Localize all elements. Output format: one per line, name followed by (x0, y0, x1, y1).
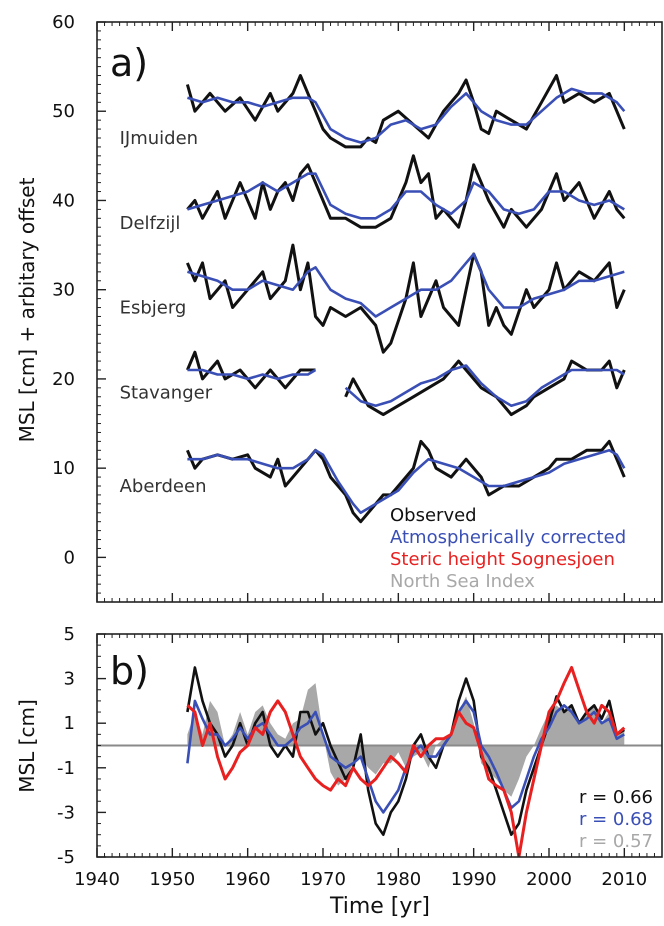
y-tick-label-b: 3 (64, 669, 75, 690)
y-tick-label-a: 20 (52, 369, 75, 390)
legend-atmospherically-corrected: Atmospherically corrected (390, 527, 626, 548)
y-tick-label-a: 50 (52, 101, 75, 122)
x-tick-label: 1980 (375, 869, 421, 890)
panel-a-ylabel: MSL [cm] + arbitary offset (15, 177, 39, 442)
correlation-observed: r = 0.66 (579, 787, 653, 808)
y-tick-label-a: 40 (52, 190, 75, 211)
legend-steric-height: Steric height Sognesjoen (390, 549, 615, 570)
series-observed-esbjerg (186, 243, 626, 354)
panel-b-ylabel: MSL [cm] (15, 699, 39, 793)
panel-a: 0 10 20 30 40 50 60 IJmuiden Delfzijl Esbjerg Sta… (15, 12, 663, 603)
x-tick-label: 2010 (601, 869, 647, 890)
x-tick-label: 2000 (526, 869, 572, 890)
station-label-ijmuiden: IJmuiden (120, 128, 198, 149)
panel-b-series (97, 666, 662, 857)
correlation-nsi: r = 0.57 (579, 831, 653, 852)
y-tick-label-a: 10 (52, 458, 75, 479)
panel-b-axes: -5 -3 -1 1 3 5 (57, 624, 106, 868)
series-observed-ijmuiden (185, 74, 626, 149)
legend-north-sea-index: North Sea Index (390, 571, 535, 592)
y-tick-label-a: 60 (52, 12, 75, 33)
panel-b-label: b) (110, 649, 149, 693)
y-tick-label-b: -3 (57, 802, 75, 823)
station-label-esbjerg: Esbjerg (120, 298, 187, 319)
x-tick-label: 1960 (225, 869, 271, 890)
y-tick-label-a: 0 (64, 547, 75, 568)
y-tick-label-b: 5 (64, 624, 75, 645)
x-tick-label: 1940 (74, 869, 120, 890)
x-tick-label: 1990 (451, 869, 497, 890)
station-label-stavanger: Stavanger (120, 382, 213, 403)
series-corrected-esbjerg (187, 252, 625, 318)
series-corrected-aberdeen (187, 449, 626, 515)
station-label-aberdeen: Aberdeen (120, 476, 207, 497)
station-label-delfzijl: Delfzijl (120, 213, 181, 234)
correlation-corrected: r = 0.68 (579, 809, 653, 830)
y-tick-label-b: -5 (57, 847, 75, 868)
y-tick-label-a: 30 (52, 280, 75, 301)
panel-a-label: a) (110, 41, 148, 85)
panel-a-series: IJmuiden Delfzijl Esbjerg Stavanger Aberdeen (120, 74, 626, 524)
x-tick-label: 1970 (300, 869, 346, 890)
legend-observed: Observed (390, 505, 477, 526)
legend: Observed Atmospherically corrected Steri… (390, 505, 626, 592)
series-observed-aberdeen (186, 439, 626, 524)
x-axis-label: Time [yr] (329, 894, 430, 919)
panel-a-frame (96, 21, 663, 603)
series-corrected-delfzijl (187, 172, 625, 220)
series-steric (186, 666, 626, 857)
x-axis: 1940 1950 1960 1970 1980 1990 2000 2010 (74, 22, 663, 890)
panel-a-axes: 0 10 20 30 40 50 60 (52, 12, 106, 603)
series-corrected-ijmuiden (187, 87, 626, 144)
y-tick-label-b: -1 (57, 758, 75, 779)
series-north-sea-index (187, 683, 625, 797)
y-tick-label-b: 1 (64, 713, 75, 734)
series-corrected-stavanger (187, 364, 625, 407)
x-tick-label: 1950 (149, 869, 195, 890)
series-observed-stavanger (186, 350, 626, 417)
